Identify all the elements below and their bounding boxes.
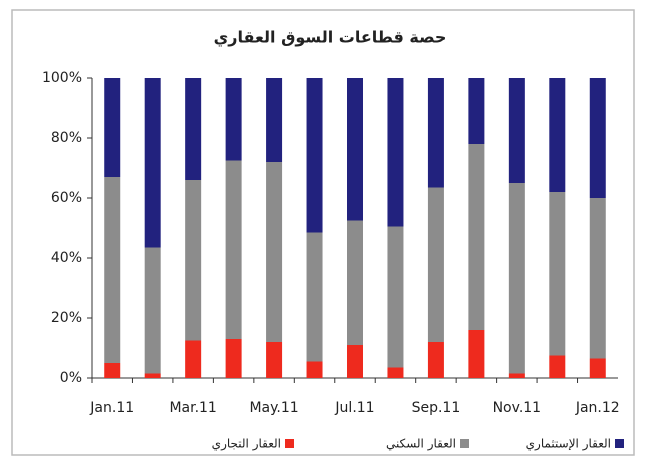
bar-segment [266, 78, 283, 162]
x-tick-label: Jan.12 [575, 400, 620, 416]
bar-segment [508, 183, 525, 374]
y-tick-label: 20% [51, 310, 82, 326]
bar-segment [104, 78, 121, 177]
bar-segment [225, 78, 242, 161]
x-tick-label: Sep.11 [412, 400, 461, 416]
x-tick-label: Nov.11 [493, 400, 542, 416]
bar-segment [427, 187, 444, 342]
bar-segment [468, 78, 485, 144]
chart-title: حصة قطاعات السوق العقاري [214, 28, 447, 48]
bar-segment [468, 144, 485, 330]
legend-label: العقار السكني [386, 437, 456, 452]
bar-segment [347, 220, 363, 345]
legend-label: العقار الإستثماري [526, 437, 611, 452]
bar-segment [185, 180, 202, 341]
bar-segment [144, 78, 161, 248]
x-tick-label: Jan.11 [89, 400, 134, 416]
bar-segment [387, 367, 404, 378]
bar-segment [549, 355, 566, 378]
bar-segment [185, 78, 202, 180]
bar-segment [104, 177, 121, 363]
bar-segment [306, 78, 323, 233]
y-tick-label: 80% [51, 130, 82, 146]
bar-segment [427, 342, 444, 378]
y-tick-label: 0% [60, 370, 82, 386]
bar-segment [468, 330, 485, 378]
bar-segment [347, 78, 363, 221]
legend-swatch [460, 439, 469, 448]
bar-segment [306, 361, 323, 378]
bar-segment [266, 342, 283, 378]
bar-segment [508, 373, 525, 378]
bar-segment [427, 78, 444, 188]
bar-segment [144, 373, 161, 378]
bar-segment [306, 232, 323, 362]
bar-segment [347, 345, 363, 378]
bar-segment [508, 78, 525, 183]
bar-segment [549, 78, 566, 192]
x-tick-label: May.11 [249, 400, 298, 416]
bar-segment [387, 226, 404, 368]
legend-label: العقار التجاري [212, 437, 281, 452]
y-tick-label: 60% [51, 190, 82, 206]
bar-segment [144, 247, 161, 374]
bar-segment [104, 363, 121, 378]
bar-segment [589, 78, 606, 198]
bar-segment [549, 192, 566, 356]
x-tick-label: Jul.11 [334, 400, 374, 416]
bar-segment [225, 339, 242, 378]
y-tick-label: 100% [42, 70, 82, 86]
bar-segment [225, 160, 242, 339]
bar-segment [589, 198, 606, 359]
bar-segment [185, 340, 202, 378]
legend-swatch [615, 439, 624, 448]
bar-segment [387, 78, 404, 227]
y-tick-label: 40% [51, 250, 82, 266]
x-tick-label: Mar.11 [169, 400, 216, 416]
bar-segment [266, 162, 283, 342]
legend-swatch [285, 439, 294, 448]
bar-segment [589, 358, 606, 378]
